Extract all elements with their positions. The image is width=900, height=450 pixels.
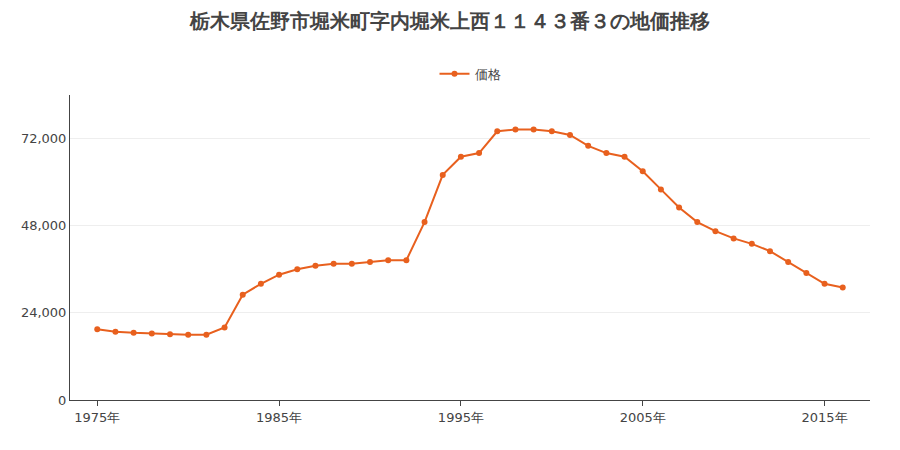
svg-text:1985年: 1985年 bbox=[256, 410, 302, 425]
svg-text:72,000: 72,000 bbox=[21, 131, 67, 146]
svg-text:栃木県佐野市堀米町字内堀米上西１１４３番３の地価推移: 栃木県佐野市堀米町字内堀米上西１１４３番３の地価推移 bbox=[189, 9, 710, 33]
svg-text:価格: 価格 bbox=[475, 67, 501, 82]
svg-text:2015年: 2015年 bbox=[802, 410, 848, 425]
svg-text:24,000: 24,000 bbox=[21, 305, 67, 320]
svg-text:0: 0 bbox=[58, 393, 66, 408]
svg-text:1975年: 1975年 bbox=[74, 410, 120, 425]
svg-text:48,000: 48,000 bbox=[21, 218, 67, 233]
svg-text:2005年: 2005年 bbox=[620, 410, 666, 425]
svg-text:1995年: 1995年 bbox=[438, 410, 484, 425]
